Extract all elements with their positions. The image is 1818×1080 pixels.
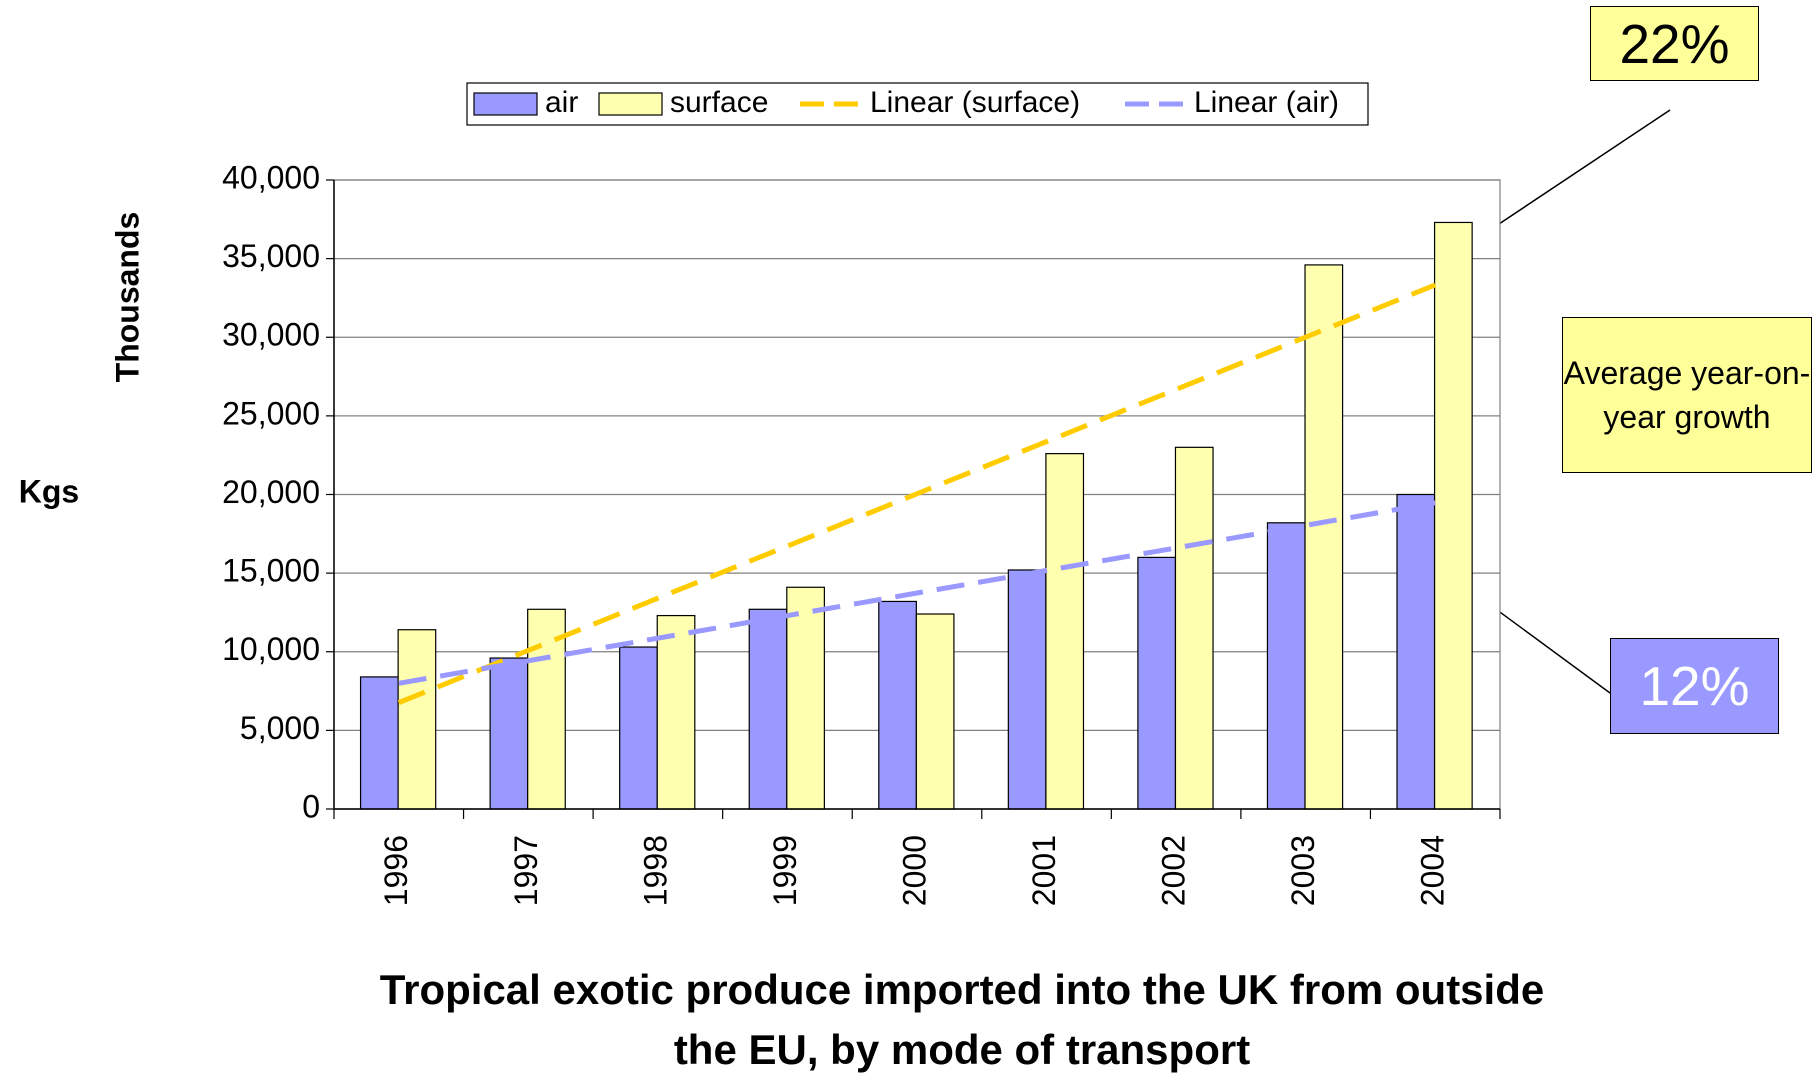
x-tick-label: 2004 — [1415, 835, 1451, 906]
x-tick-label: 2003 — [1285, 835, 1321, 906]
bar — [359, 676, 399, 810]
x-tick-label: 1999 — [767, 835, 803, 906]
bar — [1045, 453, 1085, 810]
annotation: Average year-on-year growth — [1562, 317, 1812, 473]
legend-label: Linear (surface) — [870, 86, 1080, 119]
bar — [1396, 493, 1436, 810]
y-tick-label: 20,000 — [222, 474, 320, 510]
bar — [619, 646, 658, 810]
bar — [1304, 264, 1344, 810]
y-axis-label: Thousands — [109, 212, 145, 383]
x-tick-label: 2001 — [1026, 835, 1062, 906]
x-tick-label: 1998 — [637, 835, 673, 906]
bar — [878, 600, 917, 810]
bar — [397, 629, 437, 810]
bar — [489, 657, 529, 810]
y-tick-label: 25,000 — [222, 395, 320, 431]
bar — [656, 614, 696, 810]
y-tick-label: 35,000 — [222, 238, 320, 274]
trend-line — [397, 282, 1437, 705]
x-tick-label: 2002 — [1156, 835, 1192, 906]
y-tick-label: 5,000 — [240, 710, 320, 746]
legend-swatch — [598, 92, 663, 116]
x-tick-label: 1997 — [508, 835, 544, 906]
annotation: 22% — [1590, 6, 1759, 81]
y-unit-label: Kgs — [19, 473, 79, 509]
bar — [748, 608, 788, 810]
y-tick-label: 40,000 — [222, 159, 320, 195]
y-tick-label: 30,000 — [222, 317, 320, 353]
y-tick-label: 0 — [302, 788, 320, 824]
chart-title: Tropical exotic produce imported into th… — [379, 966, 1545, 1073]
bar — [915, 613, 955, 810]
bar — [1266, 522, 1306, 810]
legend-swatch — [473, 92, 538, 116]
y-tick-label: 15,000 — [222, 553, 320, 589]
bar — [527, 608, 566, 810]
legend-label: Linear (air) — [1194, 86, 1339, 119]
legend-label: air — [545, 86, 578, 119]
bar — [1137, 556, 1177, 810]
legend-label: surface — [670, 86, 768, 119]
bar — [786, 586, 825, 810]
bar — [1433, 221, 1473, 810]
bar — [1007, 569, 1047, 810]
annotation: 12% — [1610, 638, 1779, 734]
trend-line — [398, 500, 1436, 686]
x-tick-label: 2000 — [896, 835, 932, 906]
bar — [1174, 446, 1214, 810]
x-tick-label: 1996 — [378, 835, 414, 906]
y-tick-label: 10,000 — [222, 631, 320, 667]
